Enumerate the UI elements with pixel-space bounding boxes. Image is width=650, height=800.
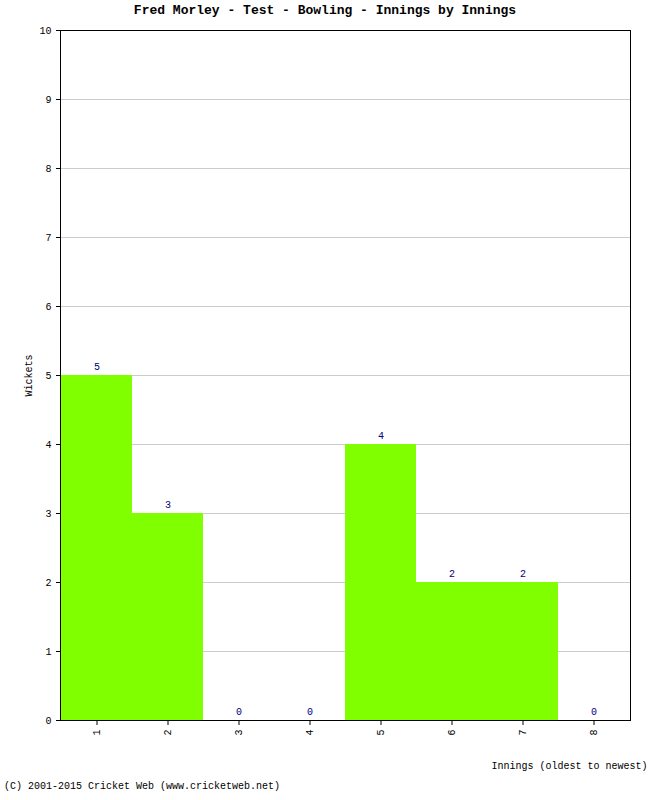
svg-text:7: 7 bbox=[518, 730, 529, 736]
svg-text:4: 4 bbox=[45, 440, 51, 451]
svg-text:Wickets: Wickets bbox=[24, 354, 35, 396]
svg-text:4: 4 bbox=[305, 730, 316, 736]
svg-text:1: 1 bbox=[45, 647, 51, 658]
svg-text:0: 0 bbox=[307, 707, 313, 718]
svg-text:0: 0 bbox=[236, 707, 242, 718]
svg-text:5: 5 bbox=[94, 362, 100, 373]
svg-text:6: 6 bbox=[447, 730, 458, 736]
svg-text:2: 2 bbox=[449, 569, 455, 580]
svg-text:2: 2 bbox=[45, 578, 51, 589]
svg-text:3: 3 bbox=[234, 730, 245, 736]
svg-text:5: 5 bbox=[376, 730, 387, 736]
svg-text:9: 9 bbox=[45, 95, 51, 106]
html-text:(C) 2001-2015 Cricket Web (www: (C) 2001-2015 Cricket Web (www.cricketwe… bbox=[4, 781, 280, 792]
svg-text:6: 6 bbox=[45, 302, 51, 313]
svg-text:10: 10 bbox=[39, 26, 51, 37]
svg-text:4: 4 bbox=[378, 431, 384, 442]
svg-text:3: 3 bbox=[165, 500, 171, 511]
svg-text:1: 1 bbox=[92, 730, 103, 736]
svg-text:2: 2 bbox=[163, 730, 174, 736]
svg-text:Innings (oldest to newest): Innings (oldest to newest) bbox=[491, 761, 647, 772]
svg-text:3: 3 bbox=[45, 509, 51, 520]
svg-text:0: 0 bbox=[591, 707, 597, 718]
svg-text:8: 8 bbox=[45, 164, 51, 175]
svg-text:0: 0 bbox=[45, 716, 51, 727]
svg-text:8: 8 bbox=[589, 730, 600, 736]
html-text:Fred Morley - Test - Bowling -: Fred Morley - Test - Bowling - Innings b… bbox=[133, 3, 517, 18]
svg-text:7: 7 bbox=[45, 233, 51, 244]
svg-text:2: 2 bbox=[520, 569, 526, 580]
svg-text:5: 5 bbox=[45, 371, 51, 382]
